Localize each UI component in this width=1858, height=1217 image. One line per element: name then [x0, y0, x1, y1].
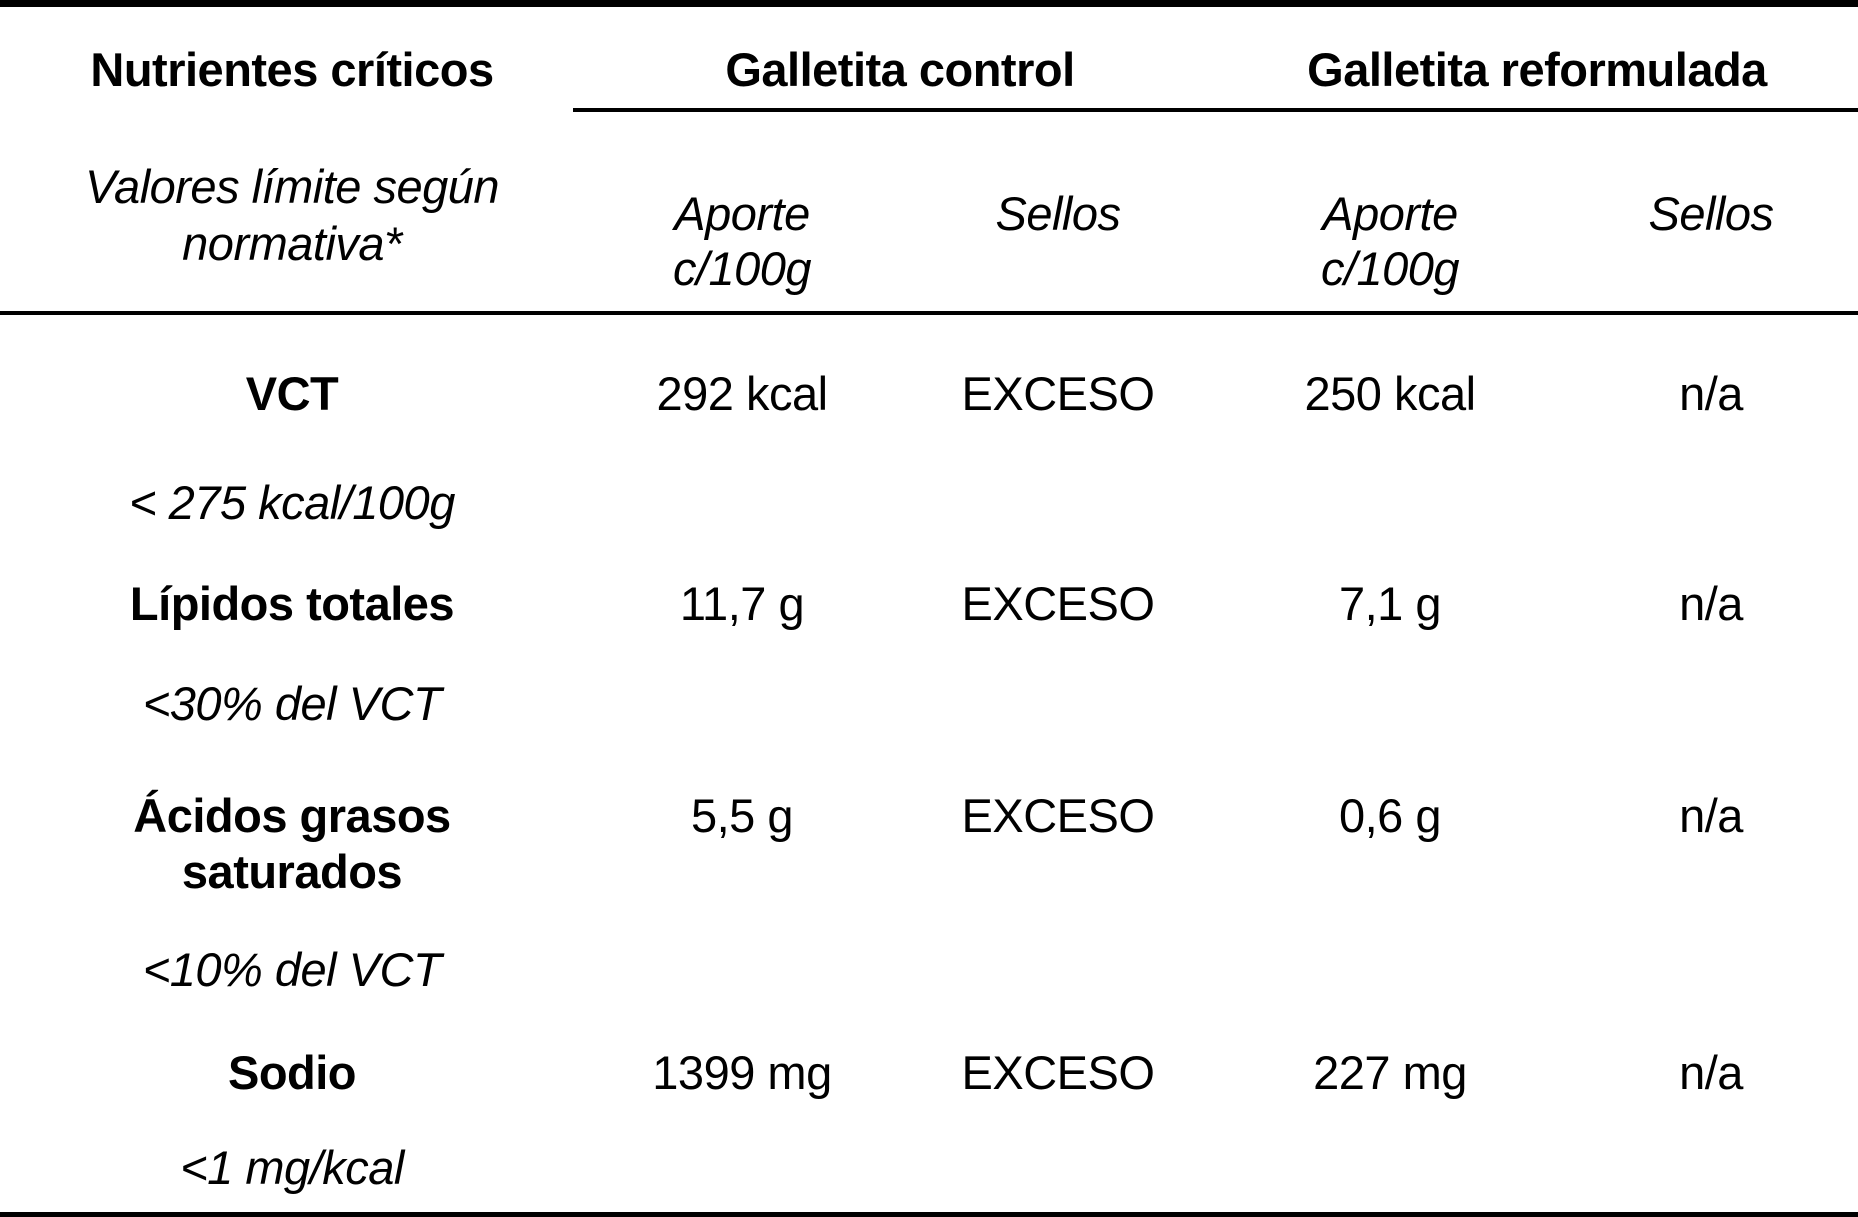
- group-header-underline: [573, 108, 1858, 112]
- subheader-reformulada-aporte: Aporte c/100g: [1320, 187, 1460, 295]
- table-top-rule: [0, 0, 1858, 7]
- row-lipidos-reformulada-sellos: n/a: [1679, 577, 1743, 630]
- row-vct-limit: < 275 kcal/100g: [129, 476, 455, 529]
- row-vct-reformulada-sellos: n/a: [1679, 367, 1743, 420]
- group-header-galletita-control: Galletita control: [725, 43, 1075, 96]
- row-acidos-reformulada-sellos: n/a: [1679, 789, 1743, 842]
- group-header-galletita-reformulada: Galletita reformulada: [1307, 43, 1767, 96]
- row-sodio-limit: <1 mg/kcal: [180, 1141, 404, 1194]
- row-sodio-control-sellos: EXCESO: [961, 1046, 1155, 1099]
- row-sodio-reformulada-aporte: 227 mg: [1313, 1046, 1467, 1099]
- header-separator-rule: [0, 311, 1858, 315]
- row-vct-nutrient: VCT: [245, 367, 339, 420]
- row-vct-control-aporte: 292 kcal: [656, 367, 828, 420]
- column-header-nutrientes-criticos: Nutrientes críticos: [90, 43, 494, 96]
- row-vct-control-sellos: EXCESO: [961, 367, 1155, 420]
- row-acidos-reformulada-aporte: 0,6 g: [1338, 789, 1442, 842]
- row-acidos-control-sellos: EXCESO: [961, 789, 1155, 842]
- subheader-control-aporte: Aporte c/100g: [672, 187, 812, 295]
- subheader-reformulada-sellos: Sellos: [1648, 187, 1774, 240]
- row-sodio-reformulada-sellos: n/a: [1679, 1046, 1743, 1099]
- row-lipidos-reformulada-aporte: 7,1 g: [1338, 577, 1442, 630]
- row-acidos-limit: <10% del VCT: [142, 943, 442, 996]
- row-sodio-control-aporte: 1399 mg: [652, 1046, 832, 1099]
- table-bottom-rule: [0, 1212, 1858, 1217]
- row-lipidos-control-sellos: EXCESO: [961, 577, 1155, 630]
- row-sodio-nutrient: Sodio: [227, 1046, 357, 1099]
- column-subheader-valores-limite: Valores límite según normativa*: [84, 160, 500, 271]
- row-lipidos-nutrient: Lípidos totales: [129, 577, 455, 630]
- subheader-control-sellos: Sellos: [995, 187, 1121, 240]
- row-acidos-nutrient: Ácidos grasos saturados: [133, 789, 451, 899]
- row-lipidos-limit: <30% del VCT: [142, 677, 442, 730]
- row-acidos-control-aporte: 5,5 g: [690, 789, 794, 842]
- row-vct-reformulada-aporte: 250 kcal: [1304, 367, 1476, 420]
- row-lipidos-control-aporte: 11,7 g: [679, 577, 805, 630]
